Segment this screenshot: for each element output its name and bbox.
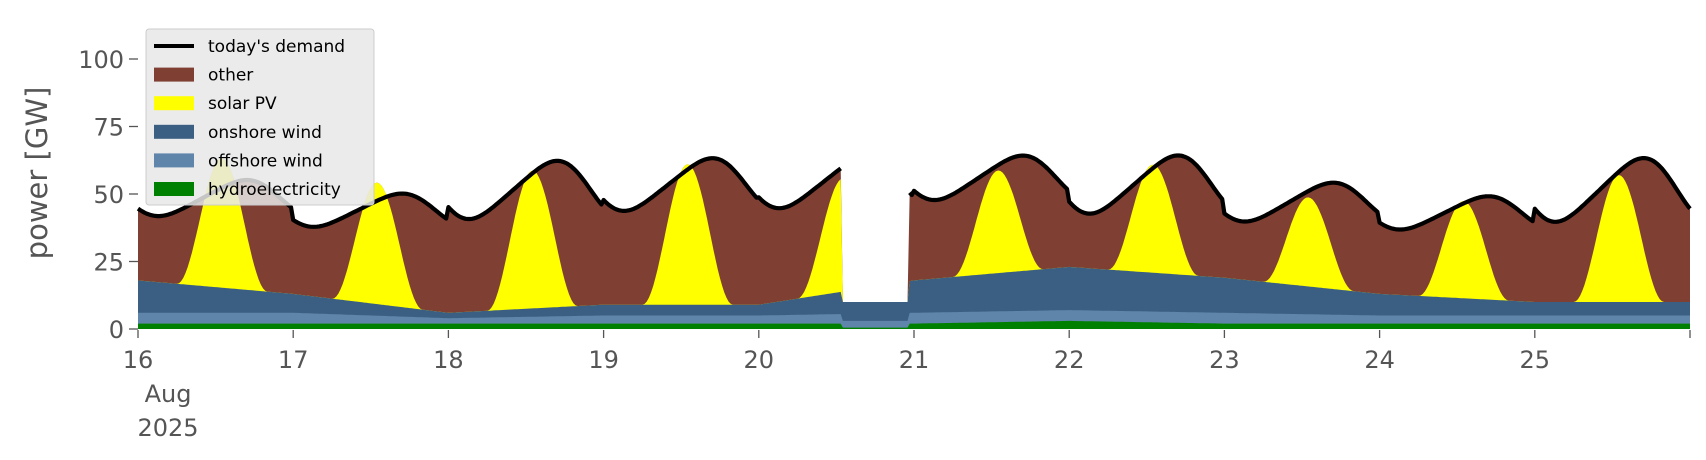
legend: today's demand other solar PV onshore wind o… [145, 28, 375, 206]
x-tick-label-date-part: 2025 [137, 414, 198, 442]
y-axis-label: power [GW] [20, 87, 54, 260]
legend-label: onshore wind [208, 123, 322, 143]
legend-swatch [154, 124, 194, 139]
x-tick-label: 25 [1520, 346, 1551, 374]
x-tick-label: 20 [744, 346, 775, 374]
area-onshore-wind [138, 266, 1690, 329]
y-tick-label: 25 [93, 249, 124, 277]
demand-line-segment-2 [908, 153, 1692, 232]
stacked-areas [138, 155, 1690, 329]
x-tick-label-date-part: Aug [145, 380, 192, 408]
legend-label: today's demand [208, 37, 345, 57]
y-tick-label: 50 [93, 181, 124, 209]
y-tick-label: 100 [78, 46, 124, 74]
axes: 0 25 50 75 100 16 17 18 19 20 21 22 23 24 25 Aug 2025 [78, 46, 1691, 442]
legend-swatch [154, 96, 194, 111]
y-tick-label: 75 [93, 114, 124, 142]
x-tick-label: 19 [588, 346, 619, 374]
y-tick-label: 0 [109, 316, 124, 344]
x-tick-label: 21 [899, 346, 930, 374]
x-tick-label: 16 [123, 346, 154, 374]
legend-label: hydroelectricity [208, 180, 341, 200]
legend-swatch [154, 153, 194, 168]
x-tick-label: 23 [1209, 346, 1240, 374]
x-tick-label: 24 [1364, 346, 1395, 374]
legend-swatch [154, 182, 194, 196]
area-hydroelectricity [138, 320, 1690, 329]
x-tick-label: 17 [278, 346, 309, 374]
legend-label: other [208, 66, 253, 86]
x-tick-label: 18 [433, 346, 464, 374]
legend-label: solar PV [208, 94, 277, 114]
x-tick-label: 22 [1054, 346, 1085, 374]
legend-swatch [154, 67, 194, 82]
legend-label: offshore wind [208, 151, 323, 171]
legend-box [145, 28, 375, 206]
